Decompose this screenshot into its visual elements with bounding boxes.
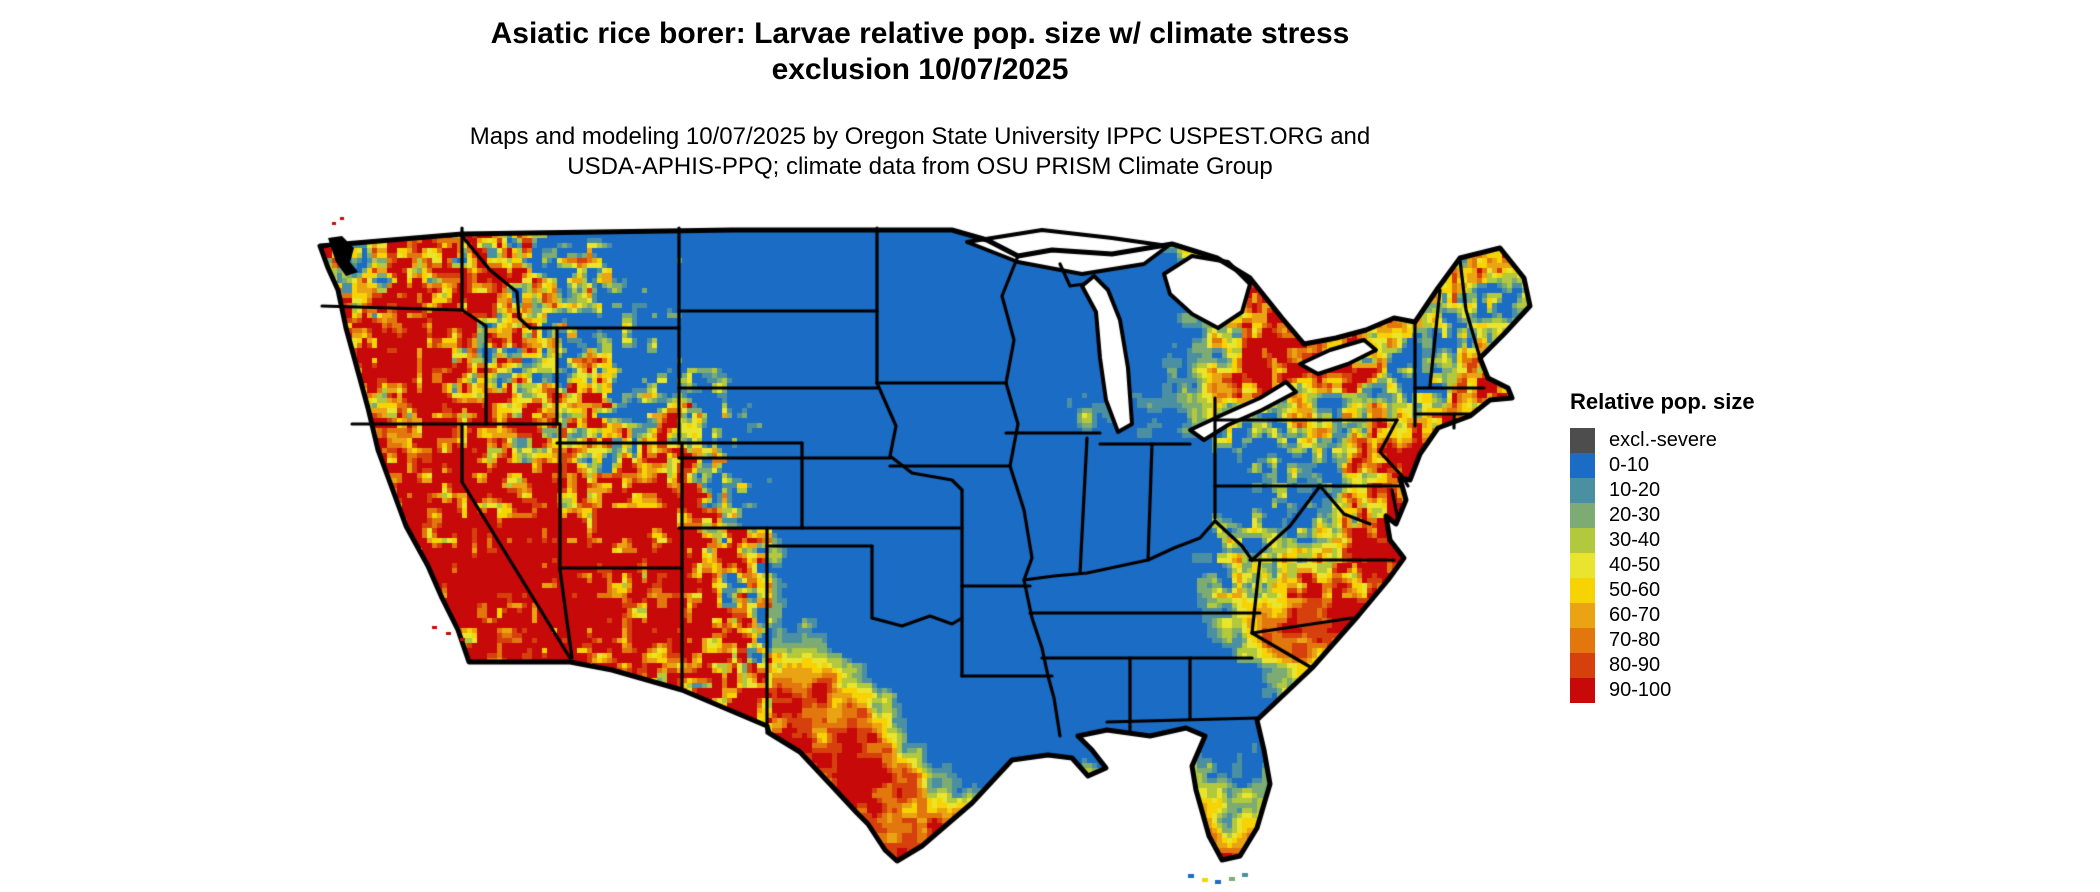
legend-item-label: 50-60: [1609, 579, 1661, 601]
legend-color-swatch: [1570, 553, 1595, 578]
legend-item: 40-50: [1570, 553, 1755, 578]
legend-item: 50-60: [1570, 578, 1755, 603]
legend-item-label: 80-90: [1609, 654, 1661, 676]
legend-color-swatch: [1570, 628, 1595, 653]
legend-item: 0-10: [1570, 453, 1755, 478]
legend-color-swatch: [1570, 528, 1595, 553]
legend-rows: excl.-severe 0-10 10-20 20-30 30-40 40-50 50-6…: [1570, 428, 1755, 703]
legend-color-swatch: [1570, 678, 1595, 703]
legend-color-swatch: [1570, 453, 1595, 478]
legend-item-label: 10-20: [1609, 479, 1661, 501]
legend-item: 10-20: [1570, 478, 1755, 503]
legend-item: 30-40: [1570, 528, 1755, 553]
legend-color-swatch: [1570, 478, 1595, 503]
legend: Relative pop. size excl.-severe 0-10 10-20…: [1570, 389, 1755, 703]
legend-color-swatch: [1570, 503, 1595, 528]
legend-color-swatch: [1570, 428, 1595, 453]
legend-item: 20-30: [1570, 503, 1755, 528]
legend-item-label: 40-50: [1609, 554, 1661, 576]
legend-title: Relative pop. size: [1570, 389, 1755, 414]
legend-item: 60-70: [1570, 603, 1755, 628]
legend-item-label: 60-70: [1609, 604, 1661, 626]
legend-item-label: 70-80: [1609, 629, 1661, 651]
legend-item: excl.-severe: [1570, 428, 1755, 453]
legend-item: 70-80: [1570, 628, 1755, 653]
legend-color-swatch: [1570, 603, 1595, 628]
legend-item-label: 0-10: [1609, 454, 1650, 476]
legend-item: 90-100: [1570, 678, 1755, 703]
legend-item-label: 30-40: [1609, 529, 1661, 551]
legend-color-swatch: [1570, 578, 1595, 603]
legend-item-label: excl.-severe: [1609, 429, 1717, 451]
legend-item-label: 20-30: [1609, 504, 1661, 526]
legend-color-swatch: [1570, 653, 1595, 678]
legend-item-label: 90-100: [1609, 679, 1672, 701]
legend-item: 80-90: [1570, 653, 1755, 678]
